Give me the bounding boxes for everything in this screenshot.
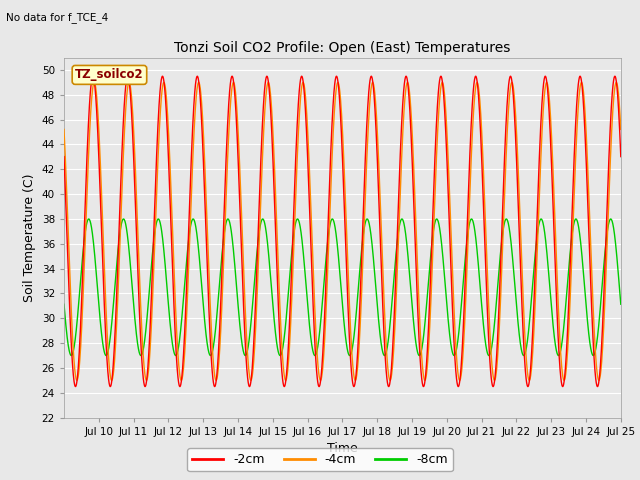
Text: TZ_soilco2: TZ_soilco2 xyxy=(75,68,144,82)
Title: Tonzi Soil CO2 Profile: Open (East) Temperatures: Tonzi Soil CO2 Profile: Open (East) Temp… xyxy=(174,41,511,55)
Legend: -2cm, -4cm, -8cm: -2cm, -4cm, -8cm xyxy=(187,448,453,471)
X-axis label: Time: Time xyxy=(327,442,358,455)
Text: No data for f_TCE_4: No data for f_TCE_4 xyxy=(6,12,109,23)
Y-axis label: Soil Temperature (C): Soil Temperature (C) xyxy=(23,173,36,302)
